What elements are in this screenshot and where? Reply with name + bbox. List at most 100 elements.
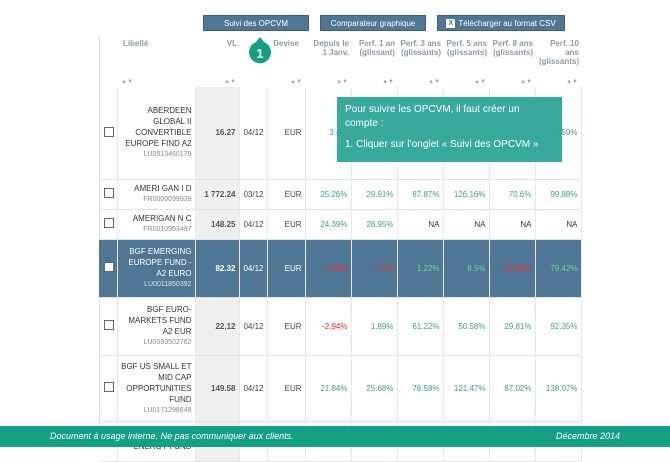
table-row[interactable]: BGF EMERGING EUROPE FUND - A2 EURO LU0011… <box>99 239 582 298</box>
sort-devise[interactable]: ▲▼ <box>290 79 302 85</box>
fund-isin: LU0171298648 <box>143 406 192 414</box>
footer-disclaimer: Document à usage interne. Ne pas communi… <box>50 431 294 441</box>
fund-perf-p10: NA <box>535 209 582 240</box>
sort-perf-5[interactable]: ▲▼ <box>474 79 486 85</box>
sort-perf-3[interactable]: ▲▼ <box>428 79 440 85</box>
header-perf-8[interactable]: Perf. 8 ans (glissants) <box>492 39 533 57</box>
fund-perf-p1: 29.91% <box>351 179 398 210</box>
fund-perf-p5: NA <box>443 209 490 240</box>
callout-line-1: Pour suivre les OPCVM, il faut créer un … <box>345 104 520 129</box>
fund-perf-p5: 8.5% <box>443 239 490 298</box>
fund-isin: FR0000099939 <box>143 196 192 203</box>
row-checkbox[interactable] <box>99 87 118 180</box>
fund-perf-p10: 92.35% <box>535 297 582 356</box>
header-perf-10[interactable]: Perf. 10 ans (glissants) <box>538 39 579 66</box>
fund-perf-p8: 29.81% <box>489 297 536 356</box>
fund-perf-ytd: -7.69% <box>305 239 352 298</box>
fund-vl: 22.12 <box>195 297 240 356</box>
sort-perf-8[interactable]: ▲▼ <box>520 79 532 85</box>
fund-date: 04/12 <box>239 209 268 240</box>
fund-perf-ytd: 24.39% <box>305 209 352 240</box>
download-csv-label: Télécharger au format CSV <box>458 19 556 28</box>
fund-perf-ytd: 21.84% <box>305 355 352 422</box>
fund-perf-p1: -7.5% <box>351 239 398 298</box>
header-ytd[interactable]: Depuis le 1 Janv. <box>313 39 349 57</box>
fund-name-cell[interactable]: AMERI GAN I D FR0000099939 <box>117 179 196 210</box>
header-perf-3[interactable]: Perf. 3 ans (glissants) <box>400 39 441 57</box>
instruction-callout: Pour suivre les OPCVM, il faut créer un … <box>337 97 562 162</box>
fund-vl: 149.58 <box>195 355 240 422</box>
fund-perf-p5: 126.16% <box>443 179 490 210</box>
fund-vl: 1 772.24 <box>195 179 240 210</box>
follow-funds-button[interactable]: Suivi des OPCVM <box>203 15 309 31</box>
fund-vl: 16.27 <box>195 87 240 180</box>
fund-perf-p8: NA <box>489 209 536 240</box>
download-csv-button[interactable]: X Télécharger au format CSV <box>437 15 565 31</box>
header-perf-5[interactable]: Perf. 5 ans (glissants) <box>446 39 487 57</box>
header-vl[interactable]: VL <box>226 39 237 48</box>
fund-name-cell[interactable]: BGF US SMALL ET MID CAP OPPORTUNITIES FU… <box>117 355 196 422</box>
fund-perf-p5: 121.47% <box>443 355 490 422</box>
row-checkbox[interactable] <box>99 179 118 210</box>
fund-name[interactable]: AMERIGAN N C <box>132 214 192 223</box>
fund-name[interactable]: BGF EURO-MARKETS FUND A2 EUR <box>128 305 192 336</box>
compare-chart-button[interactable]: Comparateur graphique <box>320 15 426 31</box>
table-row[interactable]: BGF EURO-MARKETS FUND A2 EUR LU0093502762… <box>99 297 582 356</box>
header-perf-1[interactable]: Perf. 1 an (glissant) <box>358 39 395 57</box>
fund-perf-p3: 61.22% <box>397 297 444 356</box>
fund-name[interactable]: BGF EMERGING EUROPE FUND - A2 EURO <box>128 247 192 278</box>
sort-perf-10[interactable]: ▲▼ <box>566 79 578 85</box>
fund-isin: LU0093502762 <box>143 339 192 346</box>
fund-perf-p10: 138.07% <box>535 355 582 422</box>
fund-isin: FR0010953497 <box>143 226 192 233</box>
fund-perf-p8: 87.02% <box>489 355 536 422</box>
fund-name[interactable]: AMERI GAN I D <box>134 184 192 193</box>
fund-perf-p10: 79.42% <box>535 239 582 298</box>
fund-perf-p1: 28.95% <box>351 209 398 240</box>
fund-name-cell[interactable]: BGF EMERGING EUROPE FUND - A2 EURO LU0011… <box>117 239 196 298</box>
table-row[interactable]: AMERI GAN I D FR0000099939 1 772.24 03/12 EU… <box>99 179 582 210</box>
sort-perf-1[interactable]: ▲▼ <box>382 79 394 85</box>
step-number: 1 <box>256 46 263 61</box>
fund-vl: 148.25 <box>195 209 240 240</box>
fund-name-cell[interactable]: AMERIGAN N C FR0010953497 <box>117 209 196 240</box>
fund-perf-p3: NA <box>397 209 444 240</box>
row-checkbox[interactable] <box>99 297 118 356</box>
step-marker: 1 <box>249 37 271 64</box>
fund-currency: EUR <box>267 209 306 240</box>
fund-name-cell[interactable]: BGF EURO-MARKETS FUND A2 EUR LU0093502762 <box>117 297 196 356</box>
fund-perf-p3: 1.22% <box>397 239 444 298</box>
fund-currency: EUR <box>267 355 306 422</box>
row-checkbox[interactable] <box>99 239 118 298</box>
header-libelle[interactable]: Libellé <box>123 39 149 48</box>
fund-isin: LU0011850392 <box>144 281 192 288</box>
fund-name-cell[interactable]: ABERDEEN GLOBAL II CONVERTIBLE EUROPE FI… <box>117 87 196 180</box>
fund-perf-p1: 25.68% <box>351 355 398 422</box>
fund-currency: EUR <box>267 239 306 298</box>
fund-currency: EUR <box>267 87 306 180</box>
fund-perf-ytd: 25.26% <box>305 179 352 210</box>
fund-perf-p3: 76.58% <box>397 355 444 422</box>
fund-date: 04/12 <box>239 297 268 356</box>
sort-ytd[interactable]: ▲▼ <box>336 79 348 85</box>
fund-perf-p3: 87.87% <box>397 179 444 210</box>
fund-date: 03/12 <box>239 179 268 210</box>
fund-name[interactable]: ABERDEEN GLOBAL II CONVERTIBLE EUROPE FI… <box>125 106 192 149</box>
fund-perf-p8: -24.89% <box>489 239 536 298</box>
fund-date: 04/12 <box>239 355 268 422</box>
table-row[interactable]: BGF US SMALL ET MID CAP OPPORTUNITIES FU… <box>99 355 582 422</box>
fund-perf-p8: 70.6% <box>489 179 536 210</box>
fund-perf-p1: 1.89% <box>351 297 398 356</box>
row-checkbox[interactable] <box>99 209 118 240</box>
table-row[interactable]: AMERIGAN N C FR0010953497 148.25 04/12 EUR 24… <box>99 209 582 240</box>
fund-currency: EUR <box>267 179 306 210</box>
fund-name[interactable]: BGF US SMALL ET MID CAP OPPORTUNITIES FU… <box>121 361 192 404</box>
footer-date: Décembre 2014 <box>555 431 620 441</box>
row-checkbox[interactable] <box>99 355 118 422</box>
fund-perf-ytd: -2.94% <box>305 297 352 356</box>
sort-libelle[interactable]: ▲▼ <box>121 79 133 85</box>
fund-perf-p10: 99.88% <box>535 179 582 210</box>
sort-vl[interactable]: ▲▼ <box>224 79 236 85</box>
header-devise[interactable]: Devise <box>273 39 299 48</box>
fund-isin: LU0513460179 <box>143 151 192 159</box>
